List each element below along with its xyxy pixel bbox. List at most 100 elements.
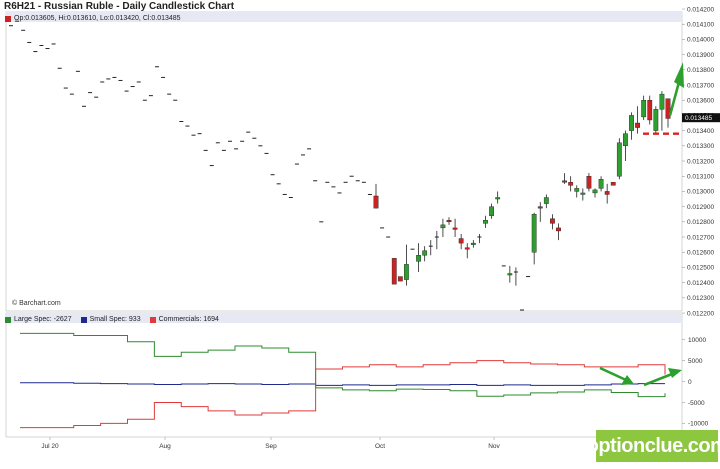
candle <box>477 233 482 244</box>
large-spec-swatch <box>5 316 11 323</box>
candle-body <box>483 220 488 224</box>
candle-body <box>647 100 653 121</box>
cot-series-line <box>20 332 666 398</box>
x-tick-label: Jul 20 <box>41 443 59 450</box>
candle <box>422 246 428 262</box>
price-tick-label: 0.014000 <box>687 37 714 44</box>
candle <box>610 182 616 186</box>
price-tick-label: 0.014100 <box>687 22 714 29</box>
candle <box>489 203 494 219</box>
candle <box>580 188 586 201</box>
candle <box>513 267 518 286</box>
large-spec-label: Large Spec: -2627 <box>14 316 72 323</box>
candle <box>397 276 403 282</box>
price-tick-label: 0.012600 <box>687 250 714 257</box>
candle-body <box>422 250 428 256</box>
cot-tick-label: -10000 <box>688 421 709 428</box>
candle-body <box>592 189 598 194</box>
price-tick-label: 0.012800 <box>687 219 714 226</box>
cot-arrow-down-shaft <box>599 366 627 382</box>
candle <box>537 202 543 222</box>
chart-title: R6H21 - Russian Ruble - Daily Candlestic… <box>4 1 235 12</box>
trend-arrow-shaft <box>668 81 681 116</box>
candle <box>452 218 458 238</box>
candle <box>562 173 567 184</box>
candle <box>568 176 574 192</box>
candle <box>495 191 501 204</box>
candle-body <box>373 195 379 209</box>
candle-body <box>635 122 640 128</box>
candle <box>483 215 488 228</box>
price-panel-frame <box>5 11 683 312</box>
price-tick-label: 0.013700 <box>687 82 714 89</box>
candle <box>391 258 397 285</box>
candle-swatch <box>5 15 11 22</box>
candle-body <box>659 93 665 110</box>
cot-panel-frame <box>5 312 683 438</box>
cot-tick-label: 5000 <box>688 358 703 365</box>
candle <box>458 233 464 250</box>
candle <box>531 212 537 265</box>
candle <box>470 240 476 248</box>
candle-body <box>623 133 628 147</box>
candle <box>635 106 640 134</box>
candle-body <box>440 224 446 229</box>
candle-body <box>556 227 561 232</box>
candle <box>556 223 561 241</box>
ohlc-label: Op:0.013605, Hi:0.013610, Lo:0.013420, C… <box>14 15 181 22</box>
price-tick-label: 0.012500 <box>687 265 714 272</box>
price-tick-label: 0.013900 <box>687 52 714 59</box>
price-tick-label: 0.012300 <box>687 295 714 302</box>
price-tick-label: 0.013400 <box>687 128 714 135</box>
cot-series-line <box>20 360 666 429</box>
price-tick-label: 0.013100 <box>687 174 714 181</box>
candle <box>574 185 580 198</box>
candle <box>629 112 634 140</box>
candle <box>647 95 653 125</box>
candle-body <box>537 206 543 209</box>
ohlc-legend: Op:0.013605, Hi:0.013610, Lo:0.013420, C… <box>5 15 181 22</box>
candle <box>440 218 446 238</box>
candle-body <box>489 206 494 216</box>
candle <box>507 265 513 283</box>
candle <box>659 91 665 131</box>
candle <box>446 217 452 225</box>
candle <box>404 244 409 286</box>
brand-text: optionclue.com <box>586 434 720 457</box>
candle <box>416 243 421 272</box>
candle <box>616 138 622 180</box>
trend-arrow-head <box>674 62 684 89</box>
candle-body <box>653 109 659 131</box>
x-tick-label: Nov <box>488 443 500 450</box>
candle-body <box>580 192 586 195</box>
candle <box>592 188 598 198</box>
candle <box>641 95 647 120</box>
cot-tick-label: 0 <box>688 379 692 386</box>
candle-body <box>446 220 452 223</box>
candle-body <box>397 276 403 282</box>
candle-body <box>531 214 537 253</box>
last-price-tag <box>682 113 720 123</box>
cot-tick-label: -5000 <box>688 400 705 407</box>
price-legend-band <box>6 12 682 22</box>
candle-body <box>458 238 464 244</box>
commercials-label: Commercials: 1694 <box>158 316 219 323</box>
price-tick-label: 0.013800 <box>687 67 714 74</box>
x-tick-label: Sep <box>265 443 277 450</box>
price-tick-label: 0.012900 <box>687 204 714 211</box>
x-tick-label: Aug <box>159 443 171 450</box>
candle <box>464 243 470 259</box>
cot-arrow-down-head <box>621 375 634 385</box>
brand-watermark: optionclue.com <box>587 430 720 462</box>
candle-body <box>568 182 574 186</box>
price-tick-label: 0.012200 <box>687 310 714 317</box>
candle-body <box>543 197 549 204</box>
cot-legend: Large Spec: -2627 Small Spec: 933 Commer… <box>5 316 219 323</box>
cot-arrow-up-shaft <box>643 372 673 387</box>
candle-body <box>610 182 616 186</box>
candle <box>428 240 433 256</box>
candle-body <box>641 100 647 118</box>
candle-body <box>550 218 555 224</box>
candle <box>550 214 555 230</box>
